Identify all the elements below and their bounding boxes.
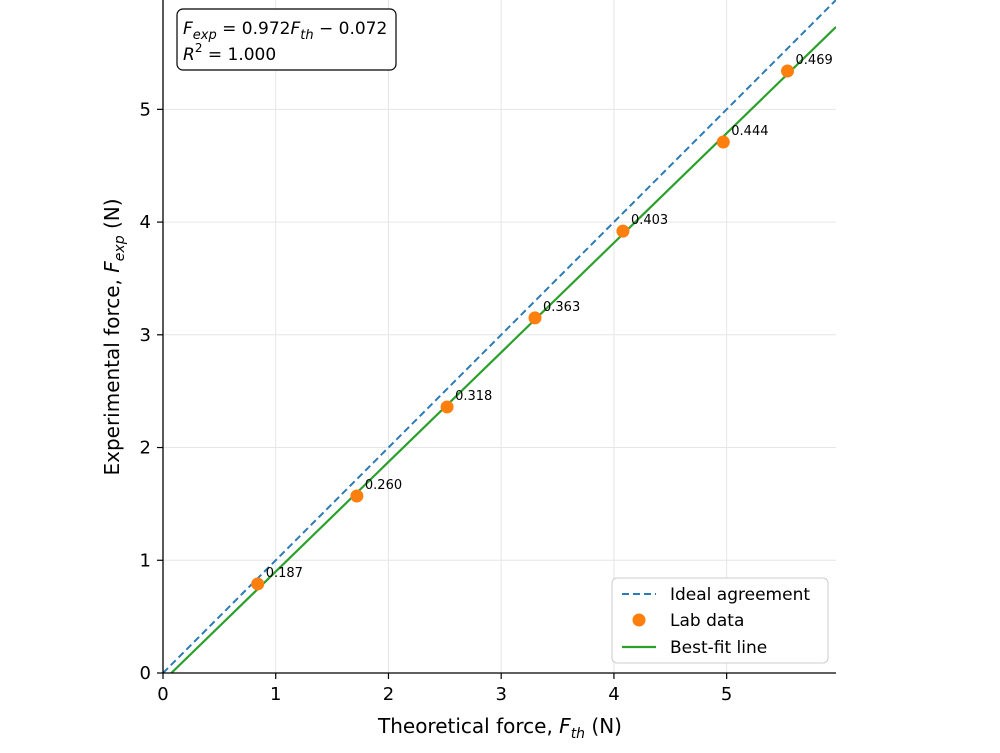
x-tick-label: 3 (495, 684, 506, 705)
data-point (350, 489, 364, 503)
y-tick-label: 2 (140, 438, 151, 459)
y-axis-title: Experimental force, Fexp (N) (100, 198, 128, 475)
r-squared-var: R (183, 45, 195, 65)
y-tick-label: 3 (140, 325, 151, 346)
point-labels: 0.187 0.260 0.318 0.363 0.403 0.444 0.469 (266, 53, 833, 581)
fit-equation-lhs-sub: exp (193, 28, 217, 43)
y-tick-label: 0 (140, 663, 151, 684)
fit-equation: Fexp = 0.972Fth − 0.072 (183, 19, 387, 43)
y-tick-label: 4 (140, 212, 151, 233)
fit-equation-sub: th (300, 28, 313, 43)
r-squared-value: = 1.000 (202, 45, 276, 65)
data-point (528, 311, 542, 325)
x-axis-title-sub: th (571, 726, 585, 742)
fit-equation-slope: = 0.972 (217, 19, 291, 39)
plot-area (163, 0, 836, 673)
r-squared-sup: 2 (195, 41, 203, 55)
legend: Ideal agreement Lab data Best-fit line (611, 577, 829, 664)
best-fit-line (170, 26, 836, 673)
fit-equation-var: F (290, 19, 300, 39)
data-point-label: 0.444 (731, 124, 768, 139)
legend-frame (611, 577, 829, 664)
x-axis-title-prefix: Theoretical force, (377, 714, 559, 738)
data-point-label: 0.469 (796, 53, 833, 68)
data-point-label: 0.260 (365, 478, 402, 493)
legend-fit-label: Best-fit line (670, 638, 767, 658)
data-point (251, 577, 265, 591)
x-axis-title-var: F (559, 714, 571, 738)
y-axis-title-suffix: (N) (100, 198, 124, 235)
x-tick-label: 4 (608, 684, 619, 705)
legend-lab-swatch (632, 613, 646, 627)
fit-equation-intercept: − 0.072 (314, 19, 388, 39)
x-tick-label: 5 (721, 684, 732, 705)
x-axis-title: Theoretical force, Fth (N) (377, 714, 622, 742)
fit-equation-box: Fexp = 0.972Fth − 0.072 R2 = 1.000 (176, 8, 397, 71)
x-axis-title-suffix: (N) (585, 714, 622, 738)
y-tick-label: 1 (140, 550, 151, 571)
y-axis-title-var: F (100, 261, 124, 273)
x-tick-label: 0 (157, 684, 168, 705)
ideal-agreement-line (163, 0, 836, 673)
data-point-label: 0.318 (455, 389, 492, 404)
data-point-label: 0.403 (631, 213, 668, 228)
y-tick-label: 5 (140, 99, 151, 120)
x-tick-label: 1 (270, 684, 281, 705)
legend-ideal-label: Ideal agreement (670, 585, 810, 605)
data-point-label: 0.363 (543, 300, 580, 315)
legend-lab-label: Lab data (670, 611, 744, 631)
data-point (616, 224, 630, 238)
data-point-label: 0.187 (266, 566, 303, 581)
y-axis-title-sub: exp (112, 235, 128, 261)
data-point (716, 135, 730, 149)
data-point (440, 400, 454, 414)
fit-equation-box-frame (176, 8, 397, 71)
ticks: 0 1 2 3 4 5 0 1 2 3 4 5 (140, 99, 733, 705)
grid (162, 0, 836, 674)
fit-equation-lhs-var: F (183, 19, 193, 39)
x-tick-label: 2 (383, 684, 394, 705)
y-axis-title-prefix: Experimental force, (100, 273, 124, 476)
data-point (781, 64, 795, 78)
r-squared: R2 = 1.000 (183, 41, 276, 65)
